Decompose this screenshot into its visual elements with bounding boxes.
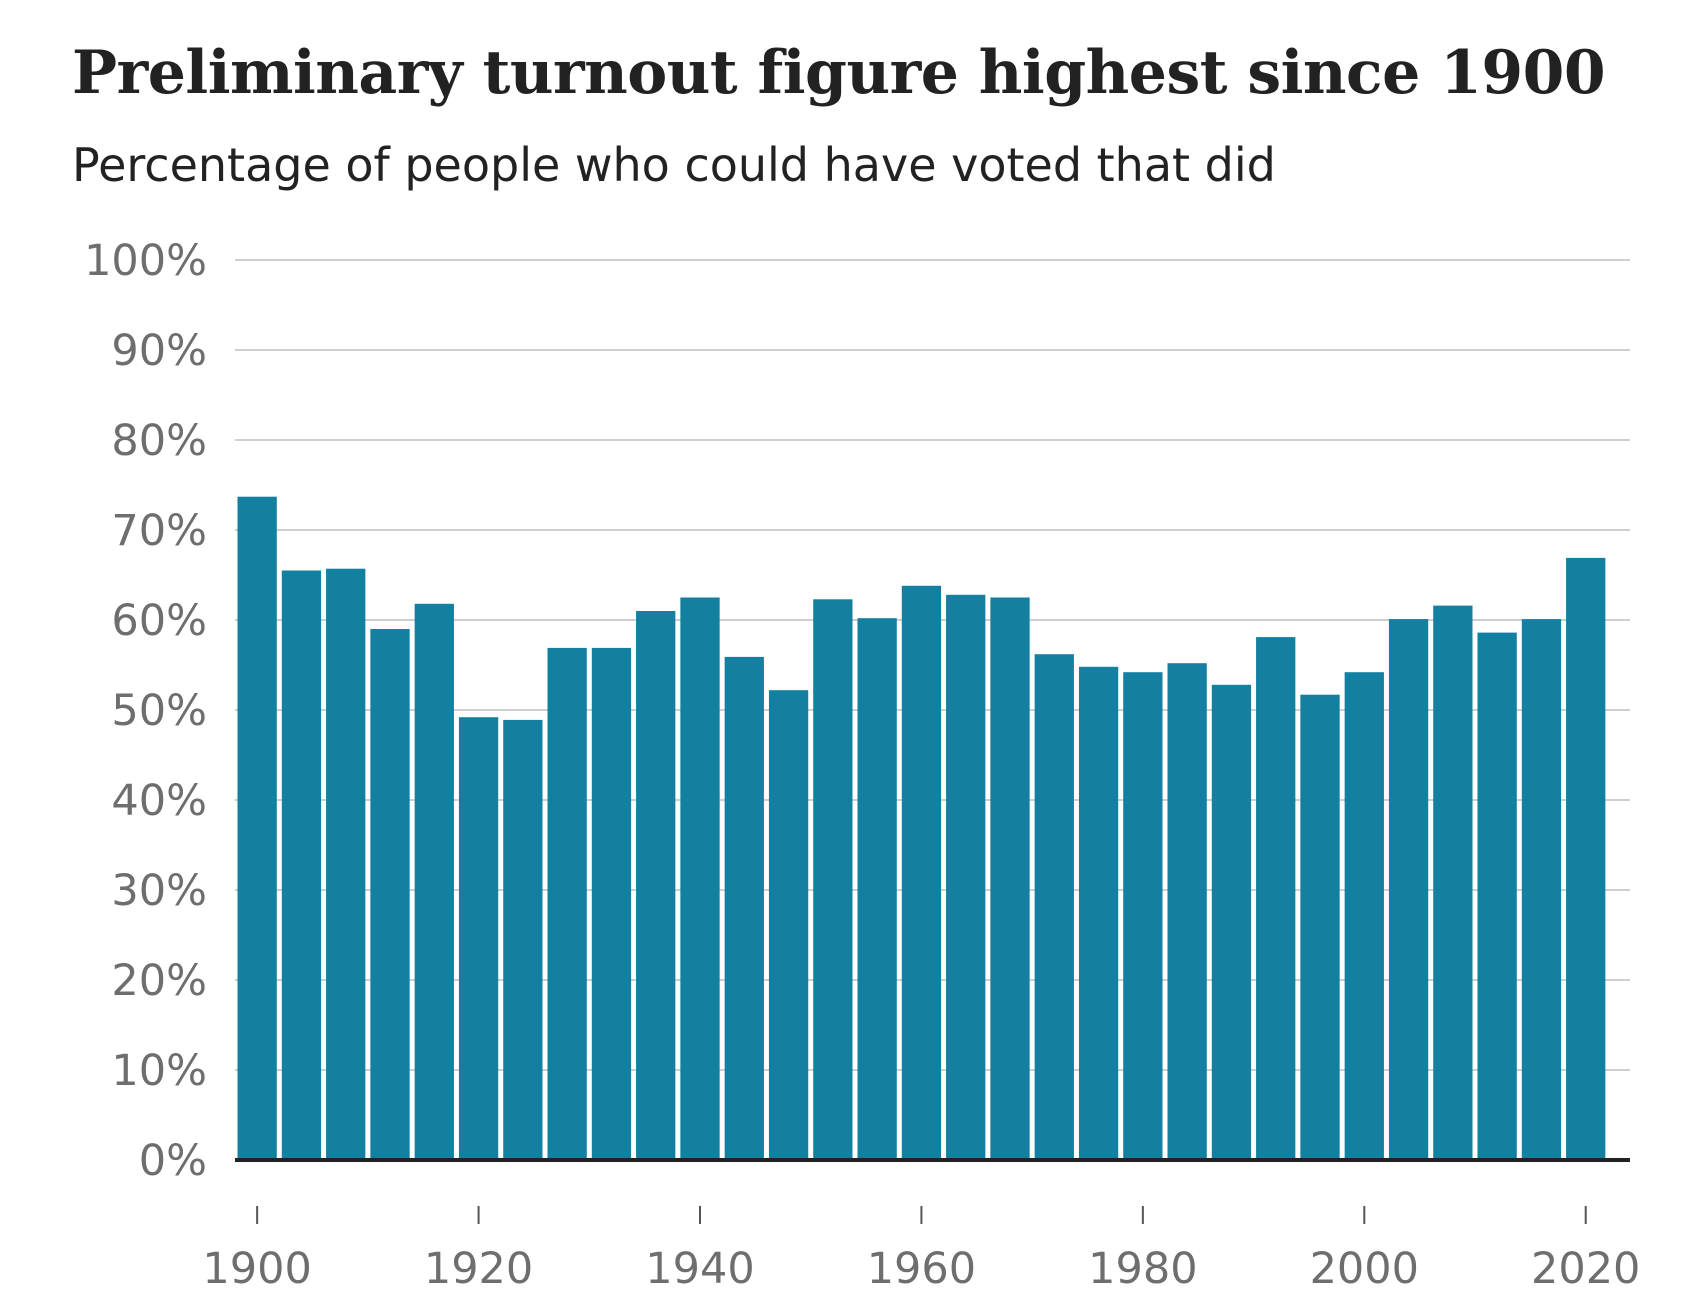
bars bbox=[237, 496, 1606, 1160]
bar-1952 bbox=[813, 599, 853, 1160]
y-tick-label-20: 20% bbox=[111, 956, 207, 1006]
bar-1980 bbox=[1123, 672, 1163, 1160]
x-tick-label-1900: 1900 bbox=[202, 1244, 311, 1294]
bar-2008 bbox=[1433, 605, 1473, 1160]
bar-1920 bbox=[458, 717, 499, 1160]
bar-1996 bbox=[1300, 694, 1340, 1160]
bar-1908 bbox=[326, 568, 366, 1160]
bar-1972 bbox=[1034, 654, 1074, 1160]
y-tick-label-30: 30% bbox=[111, 866, 207, 916]
y-tick-label-40: 40% bbox=[111, 776, 207, 826]
bar-1948 bbox=[768, 690, 809, 1160]
bar-1932 bbox=[591, 647, 632, 1160]
bar-2004 bbox=[1388, 619, 1429, 1160]
x-tick-label-2000: 2000 bbox=[1310, 1244, 1419, 1294]
y-tick-label-80: 80% bbox=[111, 416, 207, 466]
bar-1964 bbox=[946, 594, 986, 1160]
bar-1956 bbox=[857, 618, 897, 1160]
y-tick-label-60: 60% bbox=[111, 596, 207, 646]
bar-1900 bbox=[237, 496, 277, 1160]
x-tick-label-1980: 1980 bbox=[1088, 1244, 1197, 1294]
y-tick-label-70: 70% bbox=[111, 506, 207, 556]
x-tick-label-1960: 1960 bbox=[867, 1244, 976, 1294]
bar-1992 bbox=[1256, 637, 1296, 1160]
bar-1984 bbox=[1167, 663, 1207, 1160]
bar-1988 bbox=[1211, 684, 1252, 1160]
y-tick-label-10: 10% bbox=[111, 1046, 207, 1096]
y-tick-label-50: 50% bbox=[111, 686, 207, 736]
bar-1940 bbox=[680, 597, 720, 1160]
bar-1960 bbox=[901, 585, 942, 1160]
bar-2020 bbox=[1566, 557, 1606, 1160]
bar-2016 bbox=[1521, 619, 1562, 1160]
axes: 0% 10% 20% 30% 40% 50% 60% 70% 80% 90% 100% 1900 192… bbox=[84, 236, 1640, 1294]
x-tick-label-2020: 2020 bbox=[1531, 1244, 1640, 1294]
bar-1924 bbox=[503, 719, 543, 1160]
chart-subtitle: Percentage of people who could have vote… bbox=[72, 138, 1276, 192]
bar-2000 bbox=[1344, 672, 1384, 1160]
bar-1936 bbox=[636, 611, 676, 1160]
bar-1904 bbox=[281, 570, 322, 1160]
y-tick-label-100: 100% bbox=[84, 236, 207, 286]
bar-1968 bbox=[990, 597, 1030, 1160]
bar-1976 bbox=[1078, 666, 1119, 1160]
x-tick-label-1940: 1940 bbox=[645, 1244, 754, 1294]
y-tick-label-0: 0% bbox=[139, 1136, 207, 1186]
bar-1944 bbox=[724, 656, 764, 1160]
x-tick-label-1920: 1920 bbox=[424, 1244, 533, 1294]
bar-1916 bbox=[414, 603, 454, 1160]
chart-title: Preliminary turnout figure highest since… bbox=[72, 38, 1606, 108]
bar-2012 bbox=[1477, 632, 1517, 1160]
y-tick-label-90: 90% bbox=[111, 326, 207, 376]
bar-1928 bbox=[547, 647, 587, 1160]
bar-1912 bbox=[370, 629, 410, 1160]
